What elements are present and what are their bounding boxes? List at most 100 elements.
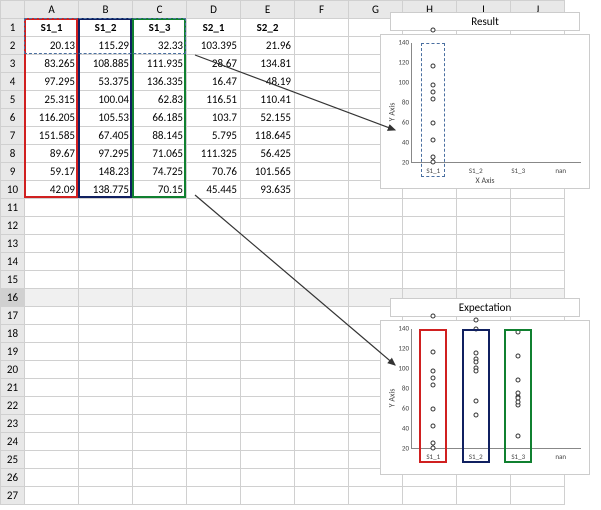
cell-D25[interactable] <box>187 451 241 469</box>
cell-H14[interactable] <box>403 253 457 271</box>
cell-A19[interactable] <box>25 343 79 361</box>
cell-B12[interactable] <box>79 217 133 235</box>
cell-F4[interactable] <box>295 73 349 91</box>
cell-A14[interactable] <box>25 253 79 271</box>
row-header-17[interactable]: 17 <box>1 307 25 325</box>
cell-B21[interactable] <box>79 379 133 397</box>
cell-A25[interactable] <box>25 451 79 469</box>
cell-J13[interactable] <box>511 235 565 253</box>
cell-C7[interactable]: 88.145 <box>133 127 187 145</box>
col-header-a[interactable]: A <box>25 1 79 19</box>
cell-C1[interactable]: S1_3 <box>133 19 187 37</box>
cell-F10[interactable] <box>295 181 349 199</box>
cell-G15[interactable] <box>349 271 403 289</box>
cell-C13[interactable] <box>133 235 187 253</box>
cell-B15[interactable] <box>79 271 133 289</box>
row-header-24[interactable]: 24 <box>1 433 25 451</box>
cell-C12[interactable] <box>133 217 187 235</box>
cell-B17[interactable] <box>79 307 133 325</box>
cell-J27[interactable] <box>511 487 565 505</box>
cell-B22[interactable] <box>79 397 133 415</box>
cell-A7[interactable]: 151.585 <box>25 127 79 145</box>
cell-D1[interactable]: S2_1 <box>187 19 241 37</box>
cell-C10[interactable]: 70.15 <box>133 181 187 199</box>
row-header-13[interactable]: 13 <box>1 235 25 253</box>
cell-C5[interactable]: 62.83 <box>133 91 187 109</box>
cell-H12[interactable] <box>403 217 457 235</box>
cell-B6[interactable]: 105.53 <box>79 109 133 127</box>
cell-C4[interactable]: 136.335 <box>133 73 187 91</box>
cell-E1[interactable]: S2_2 <box>241 19 295 37</box>
cell-B7[interactable]: 67.405 <box>79 127 133 145</box>
cell-E6[interactable]: 52.155 <box>241 109 295 127</box>
cell-G13[interactable] <box>349 235 403 253</box>
row-header-26[interactable]: 26 <box>1 469 25 487</box>
cell-F19[interactable] <box>295 343 349 361</box>
cell-F1[interactable] <box>295 19 349 37</box>
cell-A4[interactable]: 97.295 <box>25 73 79 91</box>
cell-D4[interactable]: 16.47 <box>187 73 241 91</box>
cell-B11[interactable] <box>79 199 133 217</box>
row-header-18[interactable]: 18 <box>1 325 25 343</box>
cell-C2[interactable]: 32.33 <box>133 37 187 55</box>
cell-G11[interactable] <box>349 199 403 217</box>
cell-D17[interactable] <box>187 307 241 325</box>
cell-F11[interactable] <box>295 199 349 217</box>
cell-G12[interactable] <box>349 217 403 235</box>
row-header-15[interactable]: 15 <box>1 271 25 289</box>
cell-F12[interactable] <box>295 217 349 235</box>
cell-D23[interactable] <box>187 415 241 433</box>
cell-A12[interactable] <box>25 217 79 235</box>
cell-F24[interactable] <box>295 433 349 451</box>
cell-C27[interactable] <box>133 487 187 505</box>
row-header-21[interactable]: 21 <box>1 379 25 397</box>
cell-D11[interactable] <box>187 199 241 217</box>
cell-H13[interactable] <box>403 235 457 253</box>
cell-E14[interactable] <box>241 253 295 271</box>
cell-A16[interactable] <box>25 289 79 307</box>
cell-E5[interactable]: 110.41 <box>241 91 295 109</box>
col-header-d[interactable]: D <box>187 1 241 19</box>
cell-F20[interactable] <box>295 361 349 379</box>
cell-I12[interactable] <box>457 217 511 235</box>
cell-E9[interactable]: 101.565 <box>241 163 295 181</box>
row-header-23[interactable]: 23 <box>1 415 25 433</box>
cell-D26[interactable] <box>187 469 241 487</box>
row-header-12[interactable]: 12 <box>1 217 25 235</box>
cell-C26[interactable] <box>133 469 187 487</box>
row-header-25[interactable]: 25 <box>1 451 25 469</box>
cell-F5[interactable] <box>295 91 349 109</box>
cell-I13[interactable] <box>457 235 511 253</box>
col-header-f[interactable]: F <box>295 1 349 19</box>
cell-D13[interactable] <box>187 235 241 253</box>
cell-F22[interactable] <box>295 397 349 415</box>
cell-B2[interactable]: 115.29 <box>79 37 133 55</box>
cell-C3[interactable]: 111.935 <box>133 55 187 73</box>
cell-E4[interactable]: 48.19 <box>241 73 295 91</box>
row-header-1[interactable]: 1 <box>1 19 25 37</box>
cell-A6[interactable]: 116.205 <box>25 109 79 127</box>
cell-E27[interactable] <box>241 487 295 505</box>
cell-E23[interactable] <box>241 415 295 433</box>
cell-C6[interactable]: 66.185 <box>133 109 187 127</box>
cell-F2[interactable] <box>295 37 349 55</box>
cell-B14[interactable] <box>79 253 133 271</box>
cell-A27[interactable] <box>25 487 79 505</box>
cell-F8[interactable] <box>295 145 349 163</box>
cell-D9[interactable]: 70.76 <box>187 163 241 181</box>
cell-C19[interactable] <box>133 343 187 361</box>
cell-E26[interactable] <box>241 469 295 487</box>
cell-F27[interactable] <box>295 487 349 505</box>
cell-D20[interactable] <box>187 361 241 379</box>
cell-E3[interactable]: 134.81 <box>241 55 295 73</box>
cell-B5[interactable]: 100.04 <box>79 91 133 109</box>
cell-F16[interactable] <box>295 289 349 307</box>
cell-J15[interactable] <box>511 271 565 289</box>
cell-B4[interactable]: 53.375 <box>79 73 133 91</box>
cell-C15[interactable] <box>133 271 187 289</box>
cell-F9[interactable] <box>295 163 349 181</box>
cell-D12[interactable] <box>187 217 241 235</box>
cell-F15[interactable] <box>295 271 349 289</box>
cell-C8[interactable]: 71.065 <box>133 145 187 163</box>
cell-I27[interactable] <box>457 487 511 505</box>
